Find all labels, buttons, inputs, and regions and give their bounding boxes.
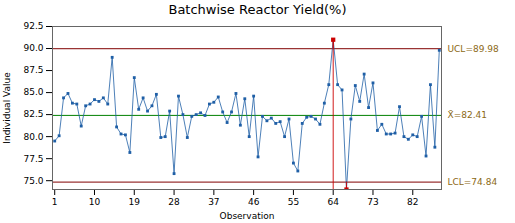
svg-text:75.0: 75.0: [23, 176, 43, 186]
svg-text:87.5: 87.5: [23, 65, 43, 75]
svg-text:Observation: Observation: [220, 211, 275, 221]
html-text:Batchwise Reactor Yield(%): Batchwise Reactor Yield(%): [168, 2, 347, 17]
svg-text:19: 19: [129, 197, 141, 207]
svg-text:1: 1: [52, 197, 58, 207]
svg-text:Individual Value: Individual Value: [2, 72, 12, 144]
svg-text:UCL=89.98: UCL=89.98: [448, 44, 499, 54]
svg-text:77.5: 77.5: [23, 154, 43, 164]
svg-text:46: 46: [248, 197, 260, 207]
svg-text:80.0: 80.0: [23, 132, 43, 142]
svg-text:82: 82: [407, 197, 418, 207]
svg-text:82.5: 82.5: [23, 109, 43, 119]
svg-text:37: 37: [208, 197, 219, 207]
svg-text:LCL=74.84: LCL=74.84: [448, 177, 498, 187]
svg-text:85.0: 85.0: [23, 87, 43, 97]
svg-text:28: 28: [168, 197, 180, 207]
svg-text:X̄=82.41: X̄=82.41: [448, 110, 487, 121]
svg-text:55: 55: [288, 197, 299, 207]
svg-text:73: 73: [367, 197, 378, 207]
svg-text:90.0: 90.0: [23, 43, 43, 53]
svg-text:10: 10: [89, 197, 101, 207]
svg-text:92.5: 92.5: [23, 21, 43, 31]
svg-text:64: 64: [327, 197, 339, 207]
